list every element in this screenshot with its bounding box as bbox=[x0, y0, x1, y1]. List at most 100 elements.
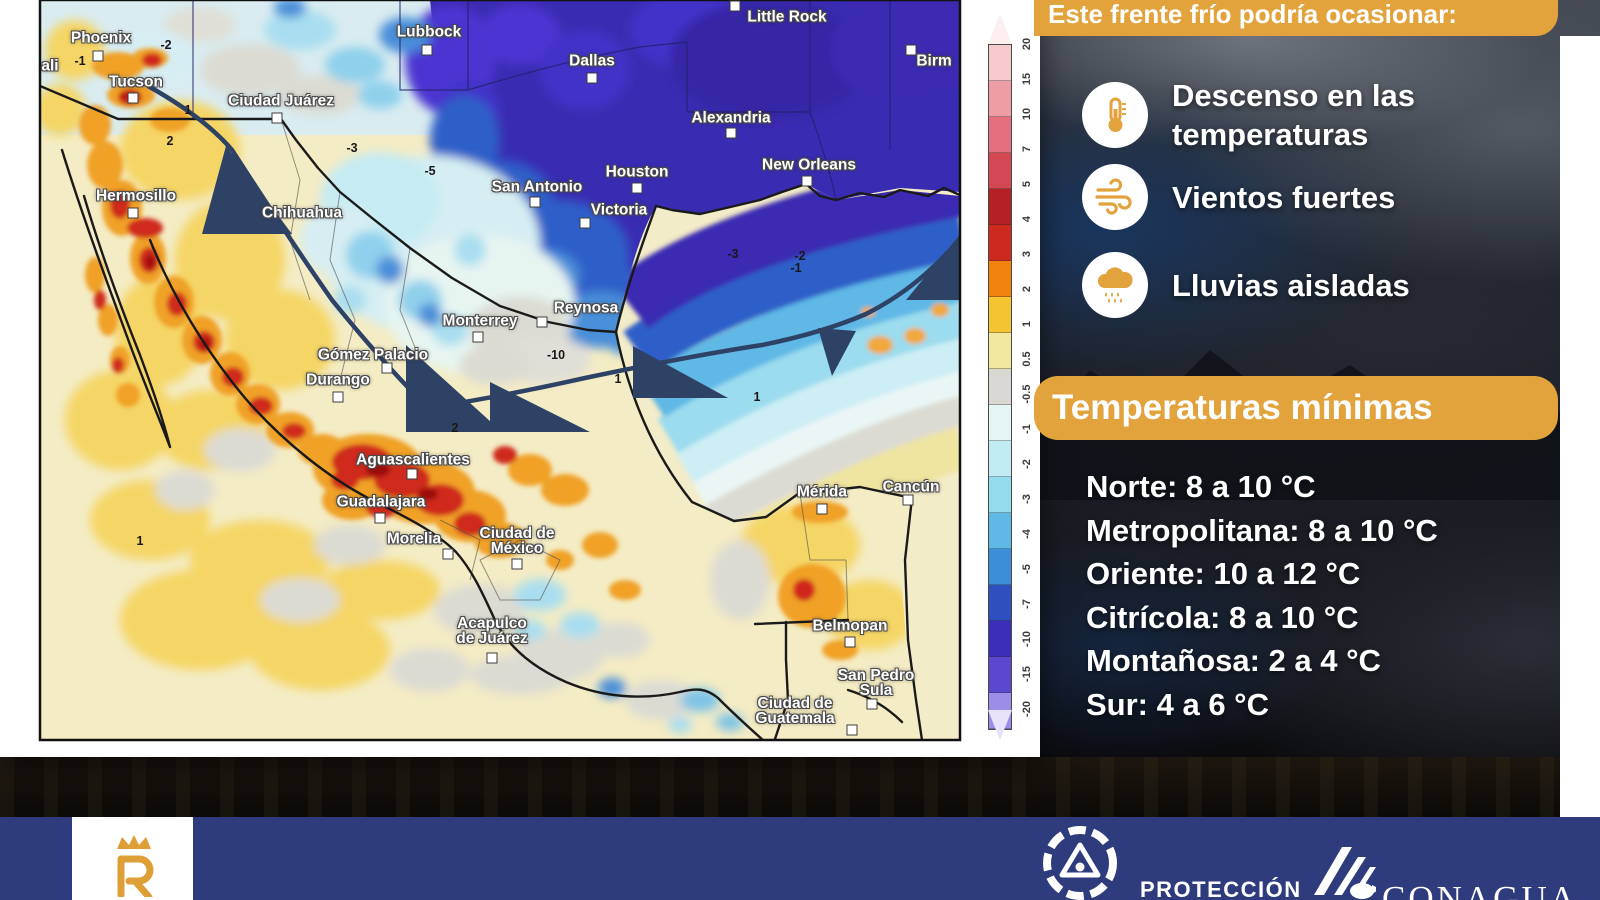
city-marker bbox=[846, 724, 858, 736]
colorbar-tick-label: 10 bbox=[1021, 107, 1033, 121]
city-marker bbox=[374, 512, 386, 524]
colorbar-segment bbox=[989, 297, 1011, 333]
colorbar-segment bbox=[989, 513, 1011, 549]
city-label: Gómez Palacio bbox=[317, 346, 429, 364]
city-marker bbox=[529, 196, 541, 208]
min-temp-item: Oriente: 10 a 12 °C bbox=[1086, 556, 1361, 591]
wind-icon bbox=[1082, 164, 1148, 230]
city-marker bbox=[421, 44, 433, 56]
colorbar-tick-label: -3 bbox=[1021, 494, 1033, 504]
contour-label: -2 bbox=[794, 249, 806, 263]
colorbar-tick-label: -4 bbox=[1021, 529, 1033, 539]
city-marker bbox=[442, 548, 454, 560]
city-marker bbox=[902, 494, 914, 506]
city-label: Reynosa bbox=[553, 299, 619, 317]
city-label: Ciudad Juárez bbox=[228, 92, 334, 110]
colorbar-segment bbox=[989, 261, 1011, 297]
city-marker bbox=[586, 72, 598, 84]
effect-row-isolated-rain: Lluvias aisladas bbox=[1082, 252, 1410, 318]
colorbar-segment bbox=[989, 369, 1011, 405]
colorbar-tick-label: 0.5 bbox=[1021, 351, 1033, 367]
city-label: Mérida bbox=[797, 483, 847, 501]
colorbar-segment bbox=[989, 117, 1011, 153]
city-label: Lubbock bbox=[396, 23, 462, 41]
proteccion-civil-logo bbox=[1043, 826, 1117, 900]
temperature-map bbox=[38, 0, 962, 742]
city-marker bbox=[127, 92, 139, 104]
city-marker bbox=[127, 207, 139, 219]
city-label: Victoria bbox=[590, 201, 648, 219]
colorbar-segment bbox=[989, 657, 1011, 693]
crown-r-logo bbox=[72, 817, 193, 900]
contour-label: 2 bbox=[451, 421, 459, 435]
colorbar-segment bbox=[989, 441, 1011, 477]
thermometer-icon bbox=[1082, 82, 1148, 148]
min-temperatures-banner: Temperaturas mínimas bbox=[1034, 376, 1558, 440]
min-temp-item: Metropolitana: 8 a 10 °C bbox=[1086, 512, 1438, 548]
contour-label: 1 bbox=[753, 390, 761, 404]
rain-cloud-icon bbox=[1082, 252, 1148, 318]
city-label: Houston bbox=[605, 163, 669, 181]
colorbar-tick-label: -5 bbox=[1021, 564, 1033, 574]
colorbar-segment bbox=[989, 333, 1011, 369]
min-temp-item: Montañosa: 2 a 4 °C bbox=[1086, 643, 1381, 678]
temperature-colorbar: 20 15 10 7 5 4 3 2 1 0.5 -0.5 -1 -2 -3 -4 -5 -7 -10 -15 -20 bbox=[984, 6, 1040, 751]
city-marker bbox=[579, 217, 591, 229]
effect-label: Lluvias aisladas bbox=[1172, 267, 1410, 303]
city-label: Birm bbox=[916, 52, 952, 70]
night-city-photo-strip bbox=[0, 757, 1560, 817]
city-label: San Antonio bbox=[491, 178, 583, 196]
effect-label: Descenso en las temperaturas bbox=[1172, 78, 1415, 152]
colorbar-tick-label: 7 bbox=[1021, 145, 1033, 153]
city-marker bbox=[536, 316, 548, 328]
contour-label: 1 bbox=[184, 103, 192, 117]
city-marker bbox=[472, 331, 484, 343]
city-label: Durango bbox=[306, 371, 370, 389]
contour-label: -1 bbox=[790, 261, 802, 275]
city-marker bbox=[801, 175, 813, 187]
colorbar-segment bbox=[989, 405, 1011, 441]
city-label: Little Rock bbox=[747, 8, 827, 26]
city-marker bbox=[725, 127, 737, 139]
contour-label: -10 bbox=[546, 348, 566, 362]
contour-label: 1 bbox=[136, 534, 144, 548]
colorbar-tick-label: 2 bbox=[1021, 285, 1033, 293]
city-label: Monterrey bbox=[442, 312, 518, 330]
colorbar-tick-label: 20 bbox=[1021, 37, 1033, 51]
colorbar-tick-label: -10 bbox=[1021, 631, 1033, 647]
white-margin bbox=[1560, 36, 1600, 817]
city-label: Cancún bbox=[882, 478, 940, 496]
colorbar-tick-label: -2 bbox=[1021, 459, 1033, 469]
effect-row-temperature-drop: Descenso en las temperaturas bbox=[1082, 76, 1415, 154]
city-marker bbox=[631, 182, 643, 194]
colorbar-segment bbox=[989, 477, 1011, 513]
min-temp-item: Norte: 8 a 10 °C bbox=[1086, 469, 1316, 504]
colorbar-tick-label: -1 bbox=[1021, 424, 1033, 434]
conagua-label: CONAGUA bbox=[1382, 879, 1578, 900]
colorbar-segment bbox=[989, 153, 1011, 189]
panel-header-banner: Este frente frío podría ocasionar: bbox=[1034, 0, 1558, 36]
colorbar-tick-label: -20 bbox=[1021, 701, 1033, 717]
colorbar-segment bbox=[989, 189, 1011, 225]
min-temp-item: Sur: 4 a 6 °C bbox=[1086, 686, 1269, 722]
effect-row-strong-winds: Vientos fuertes bbox=[1082, 164, 1395, 230]
colorbar-tick-label: 4 bbox=[1021, 215, 1033, 223]
city-label: Dallas bbox=[569, 52, 615, 70]
city-marker bbox=[271, 112, 283, 124]
contour-label: -3 bbox=[346, 141, 358, 155]
city-marker bbox=[332, 391, 344, 403]
colorbar-segment bbox=[989, 585, 1011, 621]
city-marker bbox=[844, 636, 856, 648]
city-label: ali bbox=[41, 57, 59, 75]
city-label: Acapulco de Juárez bbox=[456, 615, 528, 647]
city-label: Phoenix bbox=[70, 29, 132, 47]
min-temp-item: Citrícola: 8 a 10 °C bbox=[1086, 599, 1359, 635]
contour-label: 1 bbox=[614, 372, 622, 386]
contour-label: -2 bbox=[160, 38, 172, 52]
map-card: Phoenix ali Tucson Ciudad Juárez Lubbock Dall… bbox=[0, 0, 1040, 757]
colorbar-tick-label: 3 bbox=[1021, 250, 1033, 258]
city-marker bbox=[511, 558, 523, 570]
city-marker bbox=[381, 362, 393, 374]
contour-label: -3 bbox=[727, 247, 739, 261]
